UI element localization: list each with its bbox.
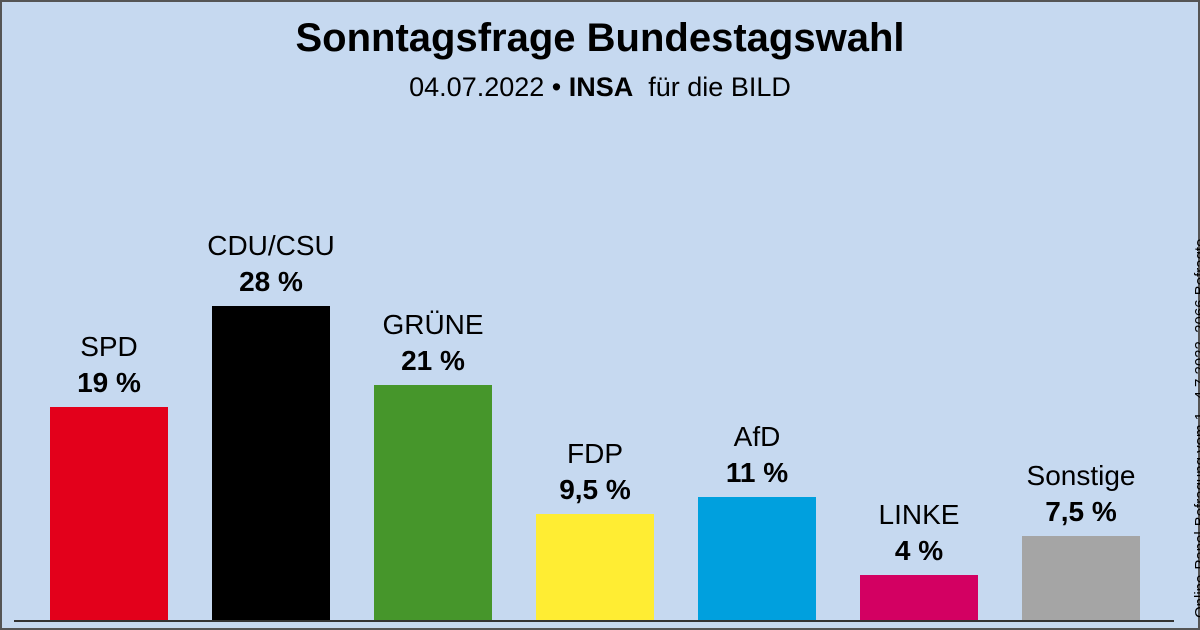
poll-date: 04.07.2022 <box>409 72 545 102</box>
bar-gr-ne <box>374 384 492 620</box>
category-label-fdp: FDP <box>567 437 623 469</box>
category-label-sonstige: Sonstige <box>1026 460 1136 491</box>
value-label-sonstige: 7,5 % <box>1045 496 1117 527</box>
value-label-spd: 19 % <box>77 367 141 399</box>
institute-name: INSA <box>568 72 634 102</box>
chart-subtitle: 04.07.2022 • INSA für die BILD <box>2 72 1198 103</box>
category-label-linke: LINKE <box>878 499 960 531</box>
bar-cdu-csu <box>212 306 330 620</box>
value-label-cdu-csu: 28 % <box>239 266 303 298</box>
value-label-afd: 11 % <box>725 456 789 488</box>
value-label-fdp: 9,5 % <box>559 473 631 505</box>
bar-sonstige <box>1022 536 1140 620</box>
bar-spd <box>50 407 168 620</box>
value-label-linke: 4 % <box>894 535 944 567</box>
client-name: für die BILD <box>648 72 791 102</box>
category-label-gr-ne: GRÜNE <box>382 308 484 340</box>
category-label-afd: AfD <box>733 420 781 452</box>
category-label-spd: SPD <box>80 331 138 363</box>
x-axis-baseline <box>14 620 1174 622</box>
methodology-note: Online-Panel-Befragung vom 1.–4.7.2022, … <box>1192 238 1200 618</box>
bar-afd <box>698 496 816 620</box>
subtitle-separator: • <box>544 72 569 102</box>
bar-linke <box>860 575 978 620</box>
category-label-cdu-csu: CDU/CSU <box>207 230 335 262</box>
bar-fdp <box>536 513 654 620</box>
value-label-gr-ne: 21 % <box>401 344 465 376</box>
chart-title: Sonntagsfrage Bundestagswahl <box>295 16 905 60</box>
